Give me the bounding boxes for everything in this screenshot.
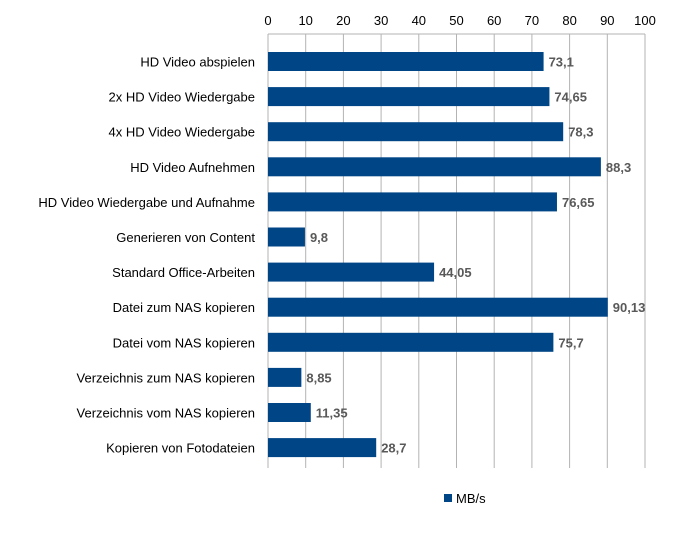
bar-2 bbox=[268, 87, 550, 107]
value-label-6: 9,8 bbox=[310, 230, 328, 245]
tick-label-100: 100 bbox=[634, 13, 656, 28]
value-label-1: 73,1 bbox=[549, 55, 574, 70]
value-label-12: 28,7 bbox=[381, 441, 406, 456]
category-label-7: Standard Office-Arbeiten bbox=[112, 265, 255, 280]
tick-label-0: 0 bbox=[264, 13, 271, 28]
tick-label-10: 10 bbox=[298, 13, 312, 28]
category-label-1: HD Video abspielen bbox=[140, 55, 255, 70]
value-label-2: 74,65 bbox=[554, 90, 587, 105]
tick-label-30: 30 bbox=[374, 13, 388, 28]
bar-10 bbox=[268, 367, 302, 387]
value-label-4: 88,3 bbox=[606, 160, 631, 175]
value-label-8: 90,13 bbox=[613, 300, 646, 315]
category-label-3: 4x HD Video Wiedergabe bbox=[109, 125, 255, 140]
tick-label-80: 80 bbox=[562, 13, 576, 28]
category-label-2: 2x HD Video Wiedergabe bbox=[109, 90, 255, 105]
tick-label-20: 20 bbox=[336, 13, 350, 28]
category-label-9: Datei vom NAS kopieren bbox=[113, 335, 255, 350]
category-label-5: HD Video Wiedergabe und Aufnahme bbox=[38, 195, 255, 210]
value-label-11: 11,35 bbox=[316, 406, 348, 421]
value-label-10: 8,85 bbox=[306, 370, 331, 385]
value-label-5: 76,65 bbox=[562, 195, 595, 210]
category-label-11: Verzeichnis vom NAS kopieren bbox=[77, 406, 255, 421]
value-label-9: 75,7 bbox=[558, 335, 583, 350]
tick-label-90: 90 bbox=[600, 13, 614, 28]
grid-layer bbox=[267, 33, 646, 468]
bar-1 bbox=[268, 52, 544, 71]
category-label-10: Verzeichnis zum NAS kopieren bbox=[77, 370, 255, 385]
bar-3 bbox=[268, 122, 564, 142]
tick-label-50: 50 bbox=[449, 13, 463, 28]
legend-swatch bbox=[444, 494, 452, 502]
bar-8 bbox=[268, 297, 608, 317]
legend-label: MB/s bbox=[456, 491, 486, 506]
category-labels: HD Video abspielen 2x HD Video Wiedergabe… bbox=[38, 55, 255, 456]
x-axis-ticks: 0 10 20 30 40 50 60 70 80 90 100 bbox=[264, 13, 655, 28]
bar-9 bbox=[268, 332, 554, 352]
tick-label-70: 70 bbox=[525, 13, 539, 28]
bars bbox=[268, 52, 608, 458]
category-label-6: Generieren von Content bbox=[116, 230, 255, 245]
bar-5 bbox=[268, 192, 557, 212]
bar-12 bbox=[268, 438, 377, 458]
bar-7 bbox=[268, 262, 435, 282]
tick-label-60: 60 bbox=[487, 13, 501, 28]
value-labels: 73,1 74,65 78,3 88,3 76,65 9,8 44,05 90,13 75,7 8… bbox=[306, 55, 645, 456]
value-label-7: 44,05 bbox=[439, 265, 472, 280]
category-label-8: Datei zum NAS kopieren bbox=[113, 300, 255, 315]
legend: MB/s bbox=[444, 491, 486, 506]
bar-4 bbox=[268, 157, 601, 177]
tick-label-40: 40 bbox=[412, 13, 426, 28]
category-label-12: Kopieren von Fotodateien bbox=[106, 441, 255, 456]
bar-6 bbox=[268, 227, 305, 247]
category-label-4: HD Video Aufnehmen bbox=[130, 160, 255, 175]
bar-11 bbox=[268, 403, 311, 422]
value-label-3: 78,3 bbox=[568, 125, 593, 140]
